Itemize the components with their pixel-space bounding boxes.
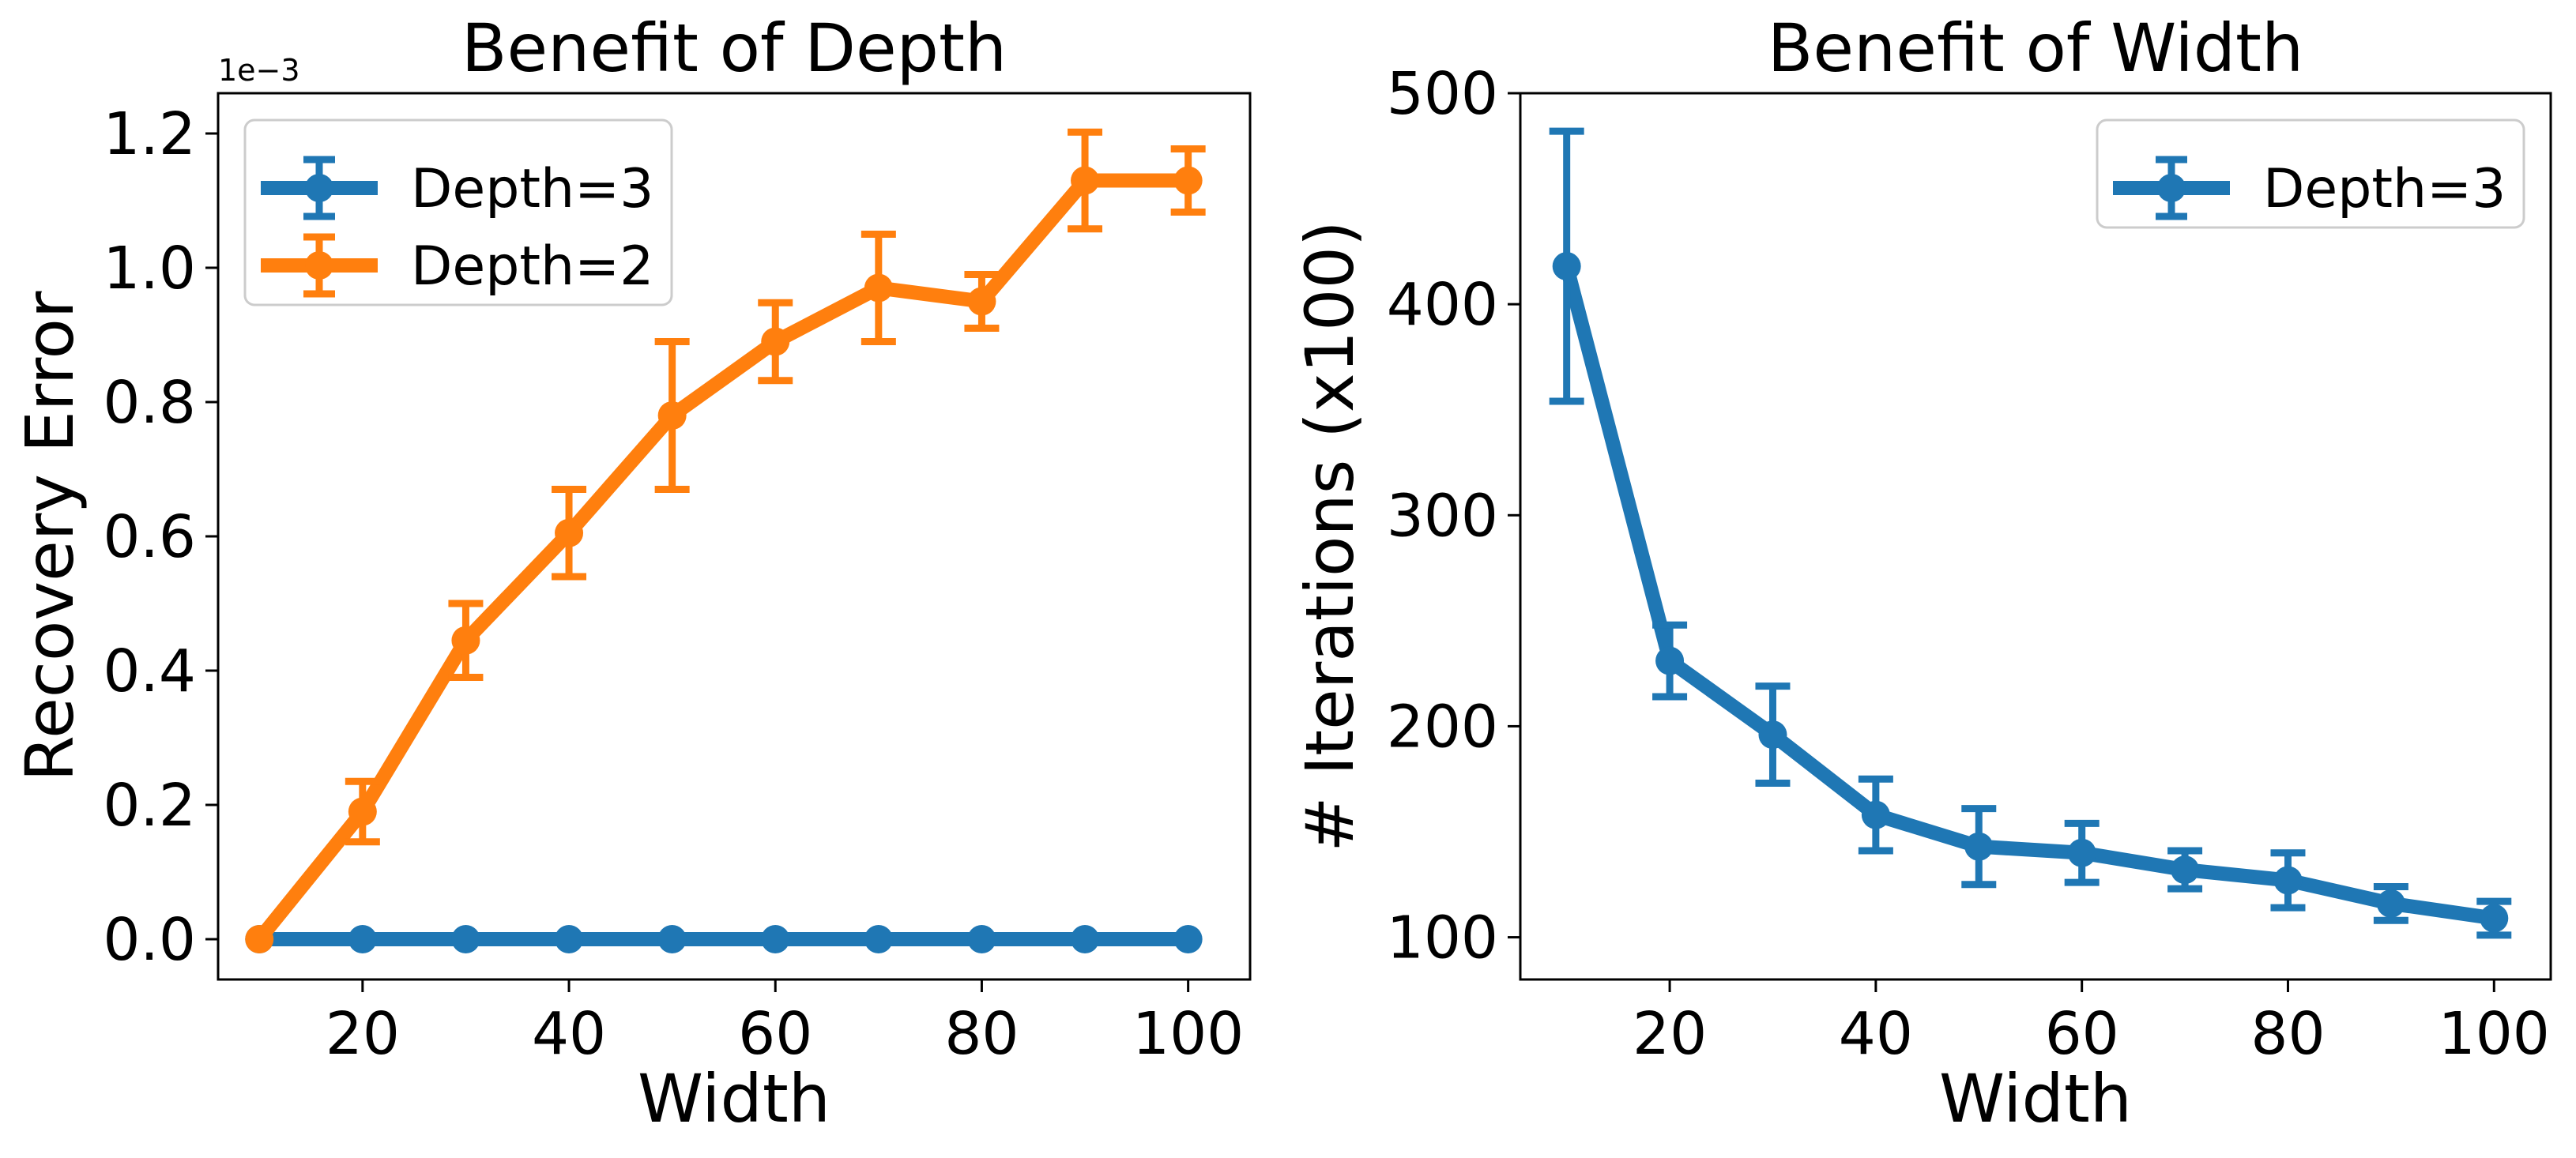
data-point bbox=[1861, 800, 1890, 829]
data-point bbox=[451, 626, 480, 655]
data-point bbox=[761, 925, 790, 953]
y-tick-label: 0.2 bbox=[103, 772, 196, 840]
x-axis-label: Width bbox=[1939, 1060, 2132, 1137]
data-point bbox=[2273, 866, 2303, 895]
y-scale-label: 1e−3 bbox=[218, 53, 300, 88]
x-tick-label: 20 bbox=[326, 1000, 400, 1068]
series-line bbox=[1559, 264, 2495, 926]
y-tick-label: 0.8 bbox=[103, 369, 196, 437]
y-tick-label: 0.6 bbox=[103, 503, 196, 571]
data-point bbox=[1173, 166, 1203, 195]
data-point bbox=[967, 925, 996, 953]
data-point bbox=[1758, 720, 1787, 750]
chart-title: Benefit of Depth bbox=[461, 9, 1007, 87]
legend: Depth=3 bbox=[2096, 118, 2525, 229]
data-point bbox=[761, 327, 790, 356]
data-point bbox=[2171, 855, 2200, 885]
x-tick-label: 60 bbox=[2045, 1000, 2119, 1068]
data-point bbox=[555, 925, 584, 953]
axes-frame bbox=[1519, 92, 2552, 981]
data-point bbox=[348, 925, 377, 953]
y-tick-label: 200 bbox=[1387, 693, 1498, 761]
data-point bbox=[2376, 889, 2405, 918]
data-point bbox=[967, 287, 996, 316]
y-tick-label: 1.0 bbox=[103, 235, 196, 303]
series-Depth=3 bbox=[245, 925, 1203, 953]
chart-title: Benefit of Width bbox=[1768, 9, 2303, 87]
x-axis-label: Width bbox=[638, 1060, 830, 1137]
legend-label: Depth=3 bbox=[2263, 158, 2506, 220]
y-tick-label: 0.0 bbox=[103, 906, 196, 974]
data-point bbox=[864, 925, 893, 953]
data-point bbox=[2480, 904, 2509, 933]
chart-1: Benefit of Depth 20 40 60 80 100 0.0 0.2 0.4 0.6 0… bbox=[11, 9, 1252, 1137]
x-tick-label: 60 bbox=[738, 1000, 812, 1068]
data-point bbox=[1071, 166, 1100, 195]
series-Depth=3 bbox=[1549, 127, 2512, 939]
data-point bbox=[1655, 646, 1685, 675]
legend-swatch-marker bbox=[2157, 174, 2186, 202]
data-point bbox=[657, 401, 687, 430]
y-axis-label: # Iterations (x100) bbox=[1291, 220, 1369, 852]
series-Depth=2 bbox=[245, 128, 1206, 953]
chart-2: Benefit of Width 20 40 60 80 100 100 200 300 400 5… bbox=[1291, 9, 2552, 1137]
y-tick-label: 100 bbox=[1387, 904, 1498, 972]
x-tick-label: 100 bbox=[2439, 1000, 2550, 1068]
data-point bbox=[1071, 925, 1100, 953]
y-tick-label: 400 bbox=[1387, 271, 1498, 339]
x-tick-label: 80 bbox=[2250, 1000, 2325, 1068]
data-point bbox=[657, 925, 687, 953]
data-point bbox=[451, 925, 480, 953]
y-tick-label: 0.4 bbox=[103, 637, 196, 705]
axes-frame bbox=[217, 92, 1252, 981]
x-tick-label: 80 bbox=[944, 1000, 1019, 1068]
legend-label: Depth=2 bbox=[411, 235, 653, 298]
y-tick-label: 1.2 bbox=[103, 100, 196, 168]
data-point bbox=[555, 518, 584, 547]
data-point bbox=[2067, 838, 2096, 867]
data-point bbox=[864, 273, 893, 303]
data-point bbox=[1964, 832, 1994, 861]
y-tick-label: 500 bbox=[1387, 60, 1498, 128]
series-line bbox=[254, 173, 1188, 944]
legend-swatch-marker bbox=[305, 251, 333, 280]
x-tick-label: 40 bbox=[532, 1000, 606, 1068]
data-point bbox=[245, 925, 274, 953]
x-tick-label: 100 bbox=[1132, 1000, 1244, 1068]
legend-swatch-marker bbox=[305, 174, 333, 202]
x-tick-label: 40 bbox=[1839, 1000, 1913, 1068]
y-tick-label: 300 bbox=[1387, 482, 1498, 550]
data-point bbox=[348, 797, 377, 826]
legend-label: Depth=3 bbox=[411, 158, 653, 220]
plot-area bbox=[1549, 127, 2512, 939]
legend: Depth=3 Depth=2 bbox=[243, 118, 673, 306]
data-point bbox=[1173, 925, 1203, 953]
legend-frame bbox=[2096, 118, 2525, 229]
data-point bbox=[1552, 252, 1581, 281]
y-axis-label: Recovery Error bbox=[11, 291, 89, 781]
x-tick-label: 20 bbox=[1633, 1000, 1707, 1068]
plot-area bbox=[245, 128, 1206, 953]
